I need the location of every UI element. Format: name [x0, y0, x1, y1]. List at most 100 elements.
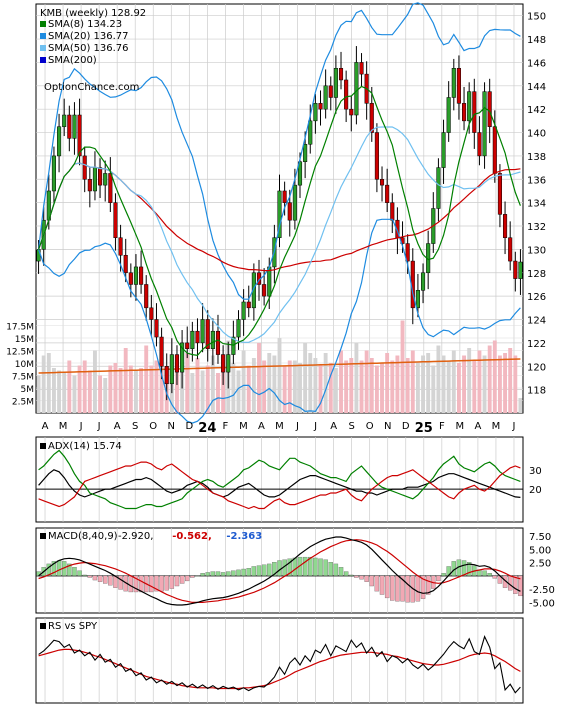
macd-title-value: -0.562,: [172, 531, 212, 542]
macd-histogram-bar: [159, 575, 164, 592]
candle-body: [241, 301, 246, 320]
volume-bar: [421, 355, 425, 413]
volume-bar: [287, 360, 292, 413]
candle-body: [518, 261, 523, 279]
volume-bar: [380, 363, 384, 413]
volume-bar: [292, 360, 297, 413]
candle-body: [313, 103, 318, 122]
price-tick-label: 146: [527, 58, 546, 69]
volume-bar: [41, 355, 46, 413]
macd-histogram-bar: [272, 562, 277, 576]
volume-bar: [467, 348, 472, 413]
macd-histogram-bar: [56, 560, 62, 576]
volume-bar: [441, 355, 446, 413]
macd-histogram-bar: [51, 561, 57, 576]
month-label: J: [295, 421, 299, 432]
candle-body: [446, 97, 451, 133]
macd-legend-swatch: [40, 533, 46, 539]
watermark-text: OptionChance.com: [44, 82, 139, 93]
volume-bar: [462, 355, 466, 413]
macd-histogram-bar: [87, 575, 93, 578]
volume-bar: [98, 375, 103, 413]
volume-bar: [62, 373, 67, 413]
price-tick-label: 124: [527, 316, 546, 327]
adx-legend-swatch: [40, 443, 46, 449]
month-label: D: [185, 421, 193, 432]
price-tick-label: 128: [527, 269, 546, 280]
candle-body: [451, 68, 456, 98]
macd-histogram-bar: [349, 574, 354, 576]
macd-histogram-bar: [179, 575, 185, 584]
volume-bar: [405, 358, 410, 413]
minus-di-line: [38, 461, 521, 510]
volume-bar: [369, 358, 374, 413]
candle-body: [420, 272, 426, 291]
candle-body: [139, 266, 144, 285]
macd-histogram-bar: [313, 557, 318, 576]
macd-histogram-bar: [466, 562, 472, 576]
candle-body: [287, 202, 292, 221]
candle-body: [308, 120, 313, 145]
candle-body: [390, 202, 395, 221]
candle-body: [62, 114, 67, 127]
candle-body: [51, 155, 56, 192]
macd-histogram-bar: [67, 563, 72, 576]
adx-tick-label: 30: [529, 466, 542, 477]
volume-bar: [216, 373, 220, 413]
macd-histogram-bar: [77, 570, 82, 576]
candle-body: [462, 103, 467, 122]
candle-body: [441, 132, 446, 168]
month-label: O: [149, 421, 157, 432]
macd-histogram-bar: [292, 557, 298, 576]
month-label: M: [239, 421, 248, 432]
volume-bar: [415, 363, 420, 413]
volume-bar: [354, 343, 359, 413]
legend-entry: SMA(8) 134.23: [48, 19, 122, 30]
macd-histogram-bar: [128, 575, 134, 593]
volume-bar: [344, 360, 349, 413]
price-tick-label: 132: [527, 222, 546, 233]
macd-histogram-bar: [323, 559, 328, 576]
candle-body: [338, 68, 344, 81]
volume-bar: [497, 355, 502, 413]
price-tick-label: 120: [527, 362, 546, 373]
candle-body: [472, 91, 477, 133]
volume-bar: [272, 355, 277, 413]
price-tick-label: 136: [527, 175, 546, 186]
candle-body: [508, 237, 513, 262]
candle-body: [221, 354, 226, 373]
candle-body: [497, 173, 502, 215]
volume-bar: [298, 363, 302, 413]
price-tick-label: 126: [527, 292, 546, 303]
volume-bar: [144, 345, 149, 413]
volume-bar: [67, 360, 72, 413]
volume-bar: [513, 355, 518, 413]
volume-bar: [451, 350, 456, 413]
macd-histogram-bar: [215, 571, 221, 576]
volume-bar: [251, 358, 256, 413]
month-label: J: [512, 421, 516, 432]
volume-bar: [318, 365, 323, 413]
volume-bar: [82, 360, 87, 413]
macd-histogram-bar: [261, 564, 267, 576]
candle-body: [436, 167, 441, 209]
volume-bar: [492, 340, 497, 413]
macd-histogram-bar: [328, 562, 333, 576]
month-label: O: [366, 421, 374, 432]
macd-tick-label: 5.00: [529, 545, 551, 556]
macd-histogram-bar: [338, 567, 344, 576]
macd-histogram-bar: [369, 575, 374, 587]
sma8-line: [38, 85, 521, 356]
macd-title-value: -2.363: [226, 531, 262, 542]
legend-entry: SMA(200): [48, 55, 97, 66]
volume-bar: [72, 375, 77, 413]
month-label: A: [330, 421, 337, 432]
candle-body: [267, 266, 272, 297]
macd-histogram-bar: [379, 575, 385, 595]
candle-body: [482, 91, 487, 157]
candle-body: [77, 114, 82, 157]
plus-di-line: [38, 449, 521, 510]
candle-body: [169, 354, 174, 385]
candle-body: [369, 103, 374, 133]
price-tick-label: 144: [527, 82, 546, 93]
